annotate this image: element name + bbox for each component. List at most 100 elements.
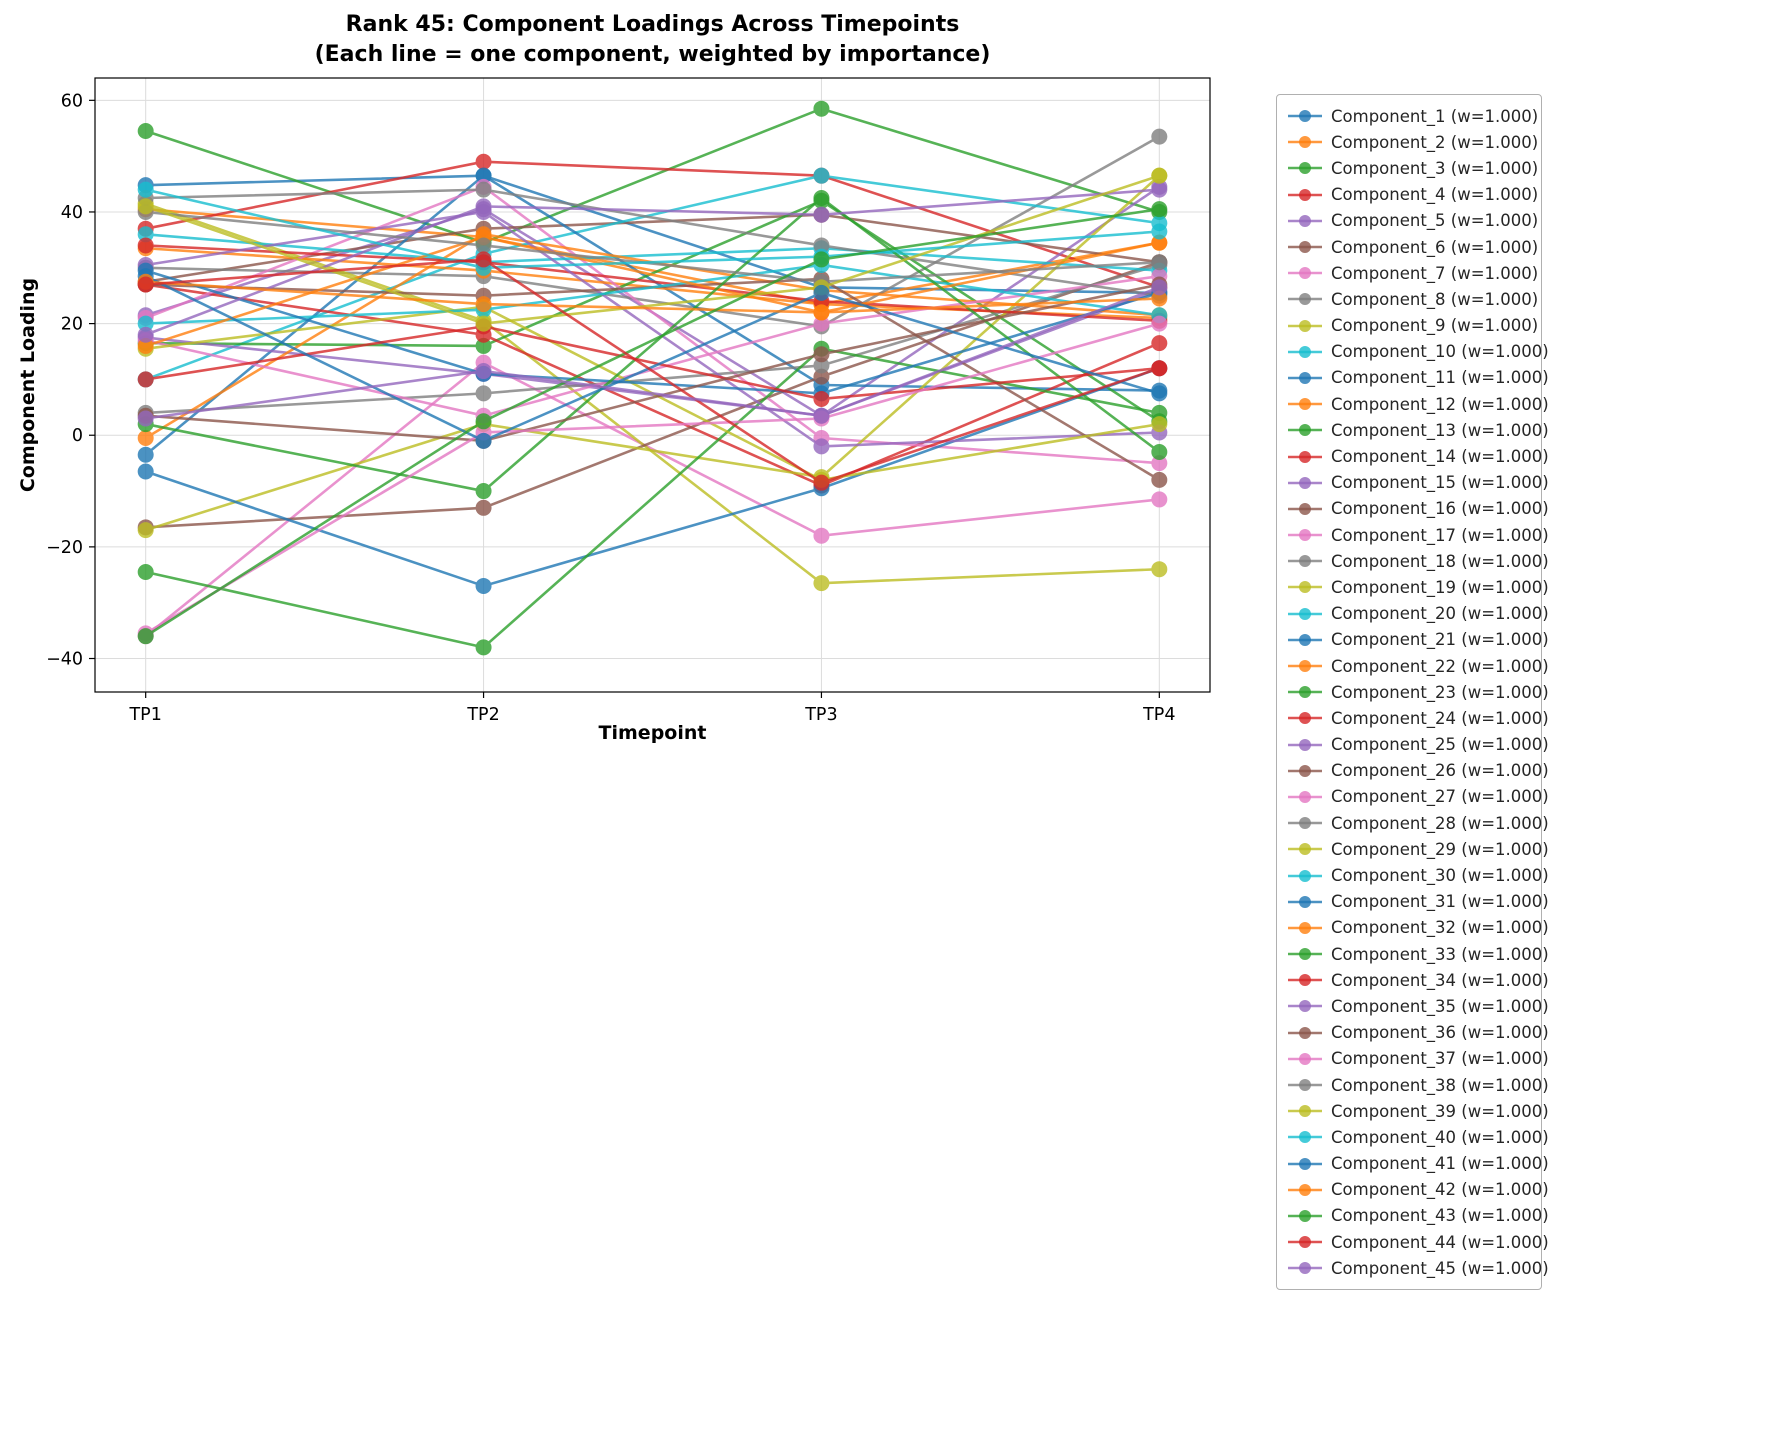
y-tick-label: −40	[46, 650, 83, 670]
series-line	[145, 188, 1160, 297]
series-line	[145, 196, 1161, 493]
legend-item-Component_1: Component_1 (w=1.000)	[1287, 103, 1538, 129]
data-point	[137, 326, 154, 343]
y-tick-label: 40	[61, 203, 83, 223]
legend-marker	[1288, 712, 1322, 725]
legend-label: Component_38 (w=1.000)	[1331, 1075, 1549, 1095]
data-point	[1151, 335, 1168, 352]
legend-label: Component_2 (w=1.000)	[1331, 132, 1539, 152]
legend-label: Component_12 (w=1.000)	[1331, 394, 1549, 414]
legend-label: Component_33 (w=1.000)	[1331, 944, 1549, 964]
legend-item-Component_6: Component_6 (w=1.000)	[1287, 234, 1538, 260]
legend-marker	[1288, 1000, 1322, 1013]
data-point	[813, 438, 830, 455]
legend-label: Component_1 (w=1.000)	[1331, 106, 1539, 126]
series-Component_45	[137, 279, 1168, 427]
series-line	[145, 274, 1160, 443]
data-point	[1151, 385, 1168, 402]
legend-item-Component_3: Component_3 (w=1.000)	[1287, 155, 1538, 181]
data-point	[1151, 254, 1168, 271]
legend-label: Component_42 (w=1.000)	[1331, 1180, 1549, 1200]
legend-label: Component_36 (w=1.000)	[1331, 1023, 1549, 1043]
data-point	[475, 251, 492, 268]
legend-item-Component_26: Component_26 (w=1.000)	[1287, 758, 1549, 784]
data-point	[475, 237, 492, 254]
legend-label: Component_21 (w=1.000)	[1331, 630, 1549, 650]
legend-marker	[1288, 1209, 1322, 1222]
data-point	[137, 563, 154, 580]
legend-label: Component_29 (w=1.000)	[1331, 839, 1549, 859]
legend-item-Component_10: Component_10 (w=1.000)	[1287, 339, 1549, 365]
legend-label: Component_3 (w=1.000)	[1331, 158, 1539, 178]
data-point	[1151, 167, 1168, 184]
legend-marker	[1288, 293, 1322, 306]
data-point	[1151, 201, 1168, 218]
legend-label: Component_32 (w=1.000)	[1331, 918, 1549, 938]
data-point	[1151, 443, 1168, 460]
legend-marker	[1288, 476, 1322, 489]
legend-marker	[1288, 1052, 1322, 1065]
chart-title-line2: (Each line = one component, weighted by …	[314, 41, 991, 67]
data-point	[813, 251, 830, 268]
legend-item-Component_23: Component_23 (w=1.000)	[1287, 679, 1549, 705]
series-line	[145, 325, 1160, 401]
legend-label: Component_37 (w=1.000)	[1331, 1049, 1549, 1069]
legend-marker	[1288, 1262, 1322, 1275]
data-point	[1151, 279, 1168, 296]
legend-item-Component_13: Component_13 (w=1.000)	[1287, 417, 1549, 443]
legend-marker	[1288, 790, 1322, 803]
legend-item-Component_22: Component_22 (w=1.000)	[1287, 653, 1549, 679]
data-point	[813, 167, 830, 184]
data-point	[813, 368, 830, 385]
data-point	[1151, 416, 1168, 433]
axes-frame	[94, 77, 1211, 693]
series-line	[144, 207, 1160, 638]
legend-marker	[1288, 424, 1322, 437]
series-Component_41	[137, 268, 1168, 449]
series-line	[145, 107, 1160, 245]
legend-item-Component_15: Component_15 (w=1.000)	[1287, 470, 1549, 496]
series-line	[145, 210, 1160, 448]
legend-marker	[1288, 398, 1322, 411]
data-point	[475, 639, 492, 656]
legend-label: Component_39 (w=1.000)	[1331, 1101, 1549, 1121]
series-line	[145, 322, 1160, 635]
legend-marker	[1288, 450, 1322, 463]
data-point	[1151, 315, 1168, 332]
legend-item-Component_19: Component_19 (w=1.000)	[1287, 574, 1549, 600]
legend-marker	[1288, 686, 1322, 699]
legend-label: Component_16 (w=1.000)	[1331, 499, 1549, 519]
legend-marker	[1288, 1131, 1322, 1144]
legend-marker	[1288, 869, 1322, 882]
legend-marker	[1288, 1079, 1322, 1092]
legend-marker	[1288, 1183, 1322, 1196]
data-point	[137, 430, 154, 447]
legend-marker	[1288, 241, 1322, 254]
legend-label: Component_19 (w=1.000)	[1331, 577, 1549, 597]
legend-item-Component_34: Component_34 (w=1.000)	[1287, 967, 1549, 993]
series-line	[145, 258, 1160, 485]
legend-item-Component_5: Component_5 (w=1.000)	[1287, 208, 1538, 234]
legend-marker	[1288, 1105, 1322, 1118]
data-point	[475, 181, 492, 198]
series-line	[145, 263, 1160, 325]
data-point	[813, 315, 830, 332]
data-point	[813, 237, 830, 254]
data-point	[813, 474, 830, 491]
series-Component_43	[137, 201, 1168, 645]
data-point	[1151, 491, 1168, 508]
data-point	[813, 575, 830, 592]
legend-marker	[1288, 633, 1322, 646]
series-line	[145, 188, 1160, 336]
legend-item-Component_2: Component_2 (w=1.000)	[1287, 129, 1538, 155]
legend-label: Component_26 (w=1.000)	[1331, 761, 1549, 781]
legend-label: Component_40 (w=1.000)	[1331, 1127, 1549, 1147]
x-tick-label: TP1	[128, 705, 161, 725]
legend-marker	[1288, 502, 1322, 515]
legend-label: Component_23 (w=1.000)	[1331, 682, 1549, 702]
data-point	[137, 410, 154, 427]
legend-item-Component_37: Component_37 (w=1.000)	[1287, 1046, 1549, 1072]
legend-item-Component_43: Component_43 (w=1.000)	[1287, 1203, 1549, 1229]
legend-item-Component_38: Component_38 (w=1.000)	[1287, 1072, 1549, 1098]
data-point	[475, 413, 492, 430]
